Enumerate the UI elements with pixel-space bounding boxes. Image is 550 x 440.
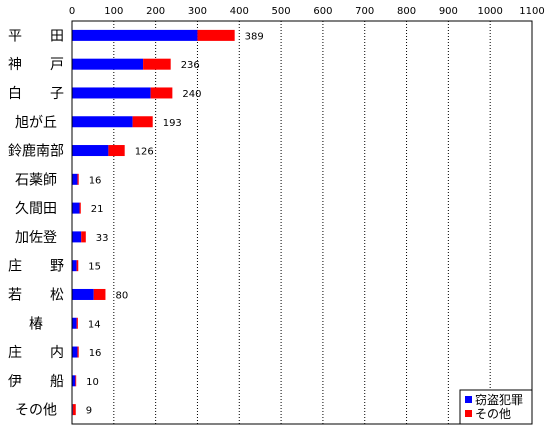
bar-segment <box>72 375 76 387</box>
bar-segment <box>72 145 109 157</box>
bar-segment <box>77 173 79 185</box>
bar-segment <box>77 346 79 358</box>
bar-segment <box>72 116 133 128</box>
data-label: 9 <box>86 406 92 417</box>
category-label: 石薬師 <box>15 172 57 188</box>
category-label: 庄 内 <box>8 344 64 361</box>
x-tick-label: 200 <box>146 6 165 17</box>
x-tick-label: 1000 <box>477 6 502 17</box>
legend-swatch <box>465 396 472 403</box>
x-tick-label: 0 <box>69 6 75 17</box>
grid-lines <box>113 21 491 424</box>
bar-segment <box>197 29 235 41</box>
category-label: 鈴鹿南部 <box>8 143 64 160</box>
bar-segment <box>81 231 86 243</box>
data-label: 33 <box>96 233 109 244</box>
data-label: 240 <box>182 89 201 100</box>
category-label: 若 松 <box>8 287 64 303</box>
x-tick-label: 600 <box>313 6 332 17</box>
category-label: 久間田 <box>15 201 57 217</box>
bar-segment <box>76 317 78 329</box>
legend-label: 窃盗犯罪 <box>475 392 523 407</box>
bar-segment <box>72 202 80 214</box>
bar-segment <box>76 260 79 272</box>
data-labels: 389 236 240 193 126 16 21 33 15 80 14 16 10 9 <box>86 31 264 416</box>
data-label: 15 <box>88 262 101 273</box>
x-tick-label: 700 <box>355 6 374 17</box>
data-label: 16 <box>89 175 102 186</box>
data-label: 389 <box>245 31 264 42</box>
bar-segment <box>150 87 173 99</box>
bar-segment <box>72 58 144 70</box>
bars <box>72 29 235 416</box>
bar-segment <box>72 29 198 41</box>
data-label: 21 <box>91 204 104 215</box>
plot-area <box>71 20 533 425</box>
x-tick-label: 300 <box>188 6 207 17</box>
category-label: 旭が丘 <box>15 115 57 131</box>
x-tick-label: 500 <box>272 6 291 17</box>
bar-segment <box>93 288 106 300</box>
data-label: 126 <box>135 147 154 158</box>
bar-segment <box>72 231 82 243</box>
data-label: 80 <box>115 290 128 301</box>
x-tick-label: 800 <box>397 6 416 17</box>
bar-segment <box>72 346 78 358</box>
legend-swatch <box>465 410 472 417</box>
bar-segment <box>72 288 94 300</box>
category-label: 加佐登 <box>15 230 57 246</box>
bar-segment <box>79 202 81 214</box>
category-label: 神 戸 <box>8 57 64 73</box>
bar-segment <box>72 317 77 329</box>
data-label: 16 <box>89 348 102 359</box>
bar-segment <box>143 58 171 70</box>
x-axis-ticks: 0 100 200 300 400 500 600 700 800 900 1000 1100 <box>69 6 545 17</box>
data-label: 14 <box>88 319 101 330</box>
legend-box <box>459 389 533 425</box>
bar-segment <box>75 375 77 387</box>
data-label: 10 <box>86 377 99 388</box>
x-tick-label: 1100 <box>519 6 544 17</box>
bar-segment <box>72 260 77 272</box>
x-tick-label: 900 <box>439 6 458 17</box>
category-label: その他 <box>15 403 57 419</box>
bar-segment <box>132 116 153 128</box>
x-tick-label: 100 <box>104 6 123 17</box>
category-label: 庄 野 <box>8 258 64 275</box>
category-label: 椿 <box>29 316 43 332</box>
category-label: 白 子 <box>8 86 64 102</box>
x-tick-label: 400 <box>230 6 249 17</box>
bar-segment <box>72 404 76 416</box>
category-label: 伊 船 <box>8 374 64 390</box>
bar-segment <box>108 145 125 157</box>
data-label: 193 <box>163 118 182 129</box>
category-label: 平 田 <box>8 28 64 44</box>
legend-label: その他 <box>475 407 511 421</box>
data-label: 236 <box>181 60 200 71</box>
bar-segment <box>72 87 151 99</box>
bar-segment <box>72 173 78 185</box>
